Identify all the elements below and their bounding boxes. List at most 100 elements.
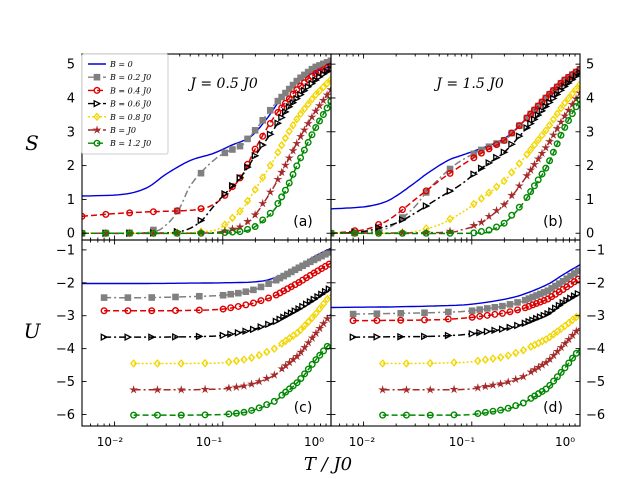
panel-b-marker-6-24 xyxy=(565,116,573,124)
panel-b-marker-6-7 xyxy=(477,228,485,236)
panel-c-marker-3-0 xyxy=(100,333,109,341)
panel-d-marker-2-12 xyxy=(521,304,529,312)
panel-a-ytick-label-3: 3 xyxy=(67,125,75,140)
panel-c-marker-1-1 xyxy=(124,294,132,301)
panel-a-marker-6-12 xyxy=(266,209,274,217)
panel-a-marker-6-6 xyxy=(221,229,229,237)
panel-b-marker-5-19 xyxy=(545,136,555,146)
panel-b-marker-4-24 xyxy=(564,94,573,103)
panel-a-marker-4-12 xyxy=(266,161,274,170)
panel-c-marker-4-4 xyxy=(225,357,233,367)
panel-c-marker-3-19 xyxy=(299,302,307,311)
panel-c-series xyxy=(82,247,331,419)
panel-b-marker-2-18 xyxy=(542,94,550,102)
panel-a-marker-3-21 xyxy=(304,82,313,91)
panel-d-marker-5-21 xyxy=(564,334,574,344)
panel-b-marker-3-17 xyxy=(538,106,547,115)
panel-b-marker-4-18 xyxy=(542,126,550,135)
panel-a-marker-6-10 xyxy=(251,223,259,231)
panel-c-ytick-label-3: −4 xyxy=(56,342,75,357)
panel-d-marker-1-3 xyxy=(421,309,428,317)
panel-a-marker-4-19 xyxy=(296,109,305,119)
panel-c-marker-4-0 xyxy=(129,359,138,368)
panel-c-marker-5-18 xyxy=(304,338,313,347)
panel-b-marker-3-20 xyxy=(549,94,558,103)
xtick-label-3: 10⁻² xyxy=(349,435,376,449)
panel-d-marker-2-26 xyxy=(574,275,580,283)
panel-b-ytick-label-3: 3 xyxy=(586,125,594,140)
panel-d-ytick-label-1: −2 xyxy=(586,276,605,291)
panel-b-marker-2-14 xyxy=(527,110,535,118)
panel-d-marker-3-6 xyxy=(476,328,484,337)
panel-b-marker-3-18 xyxy=(542,102,551,111)
panel-c-marker-5-10 xyxy=(269,370,279,379)
panel-d-series xyxy=(331,264,580,419)
panel-b-marker-3-12 xyxy=(515,132,524,141)
panel-c-marker-4-10 xyxy=(270,344,278,353)
panel-d-marker-6-19 xyxy=(557,368,565,376)
panel-d-marker-3-0 xyxy=(349,333,358,341)
panel-c-marker-3-17 xyxy=(291,307,300,315)
panel-b-marker-6-21 xyxy=(553,140,561,148)
panel-a-marker-2-3 xyxy=(149,208,157,216)
panel-c-marker-2-8 xyxy=(242,301,250,309)
panel-c-marker-2-7 xyxy=(234,302,242,310)
panel-a-marker-6-2 xyxy=(126,229,134,237)
panel-d-marker-5-23 xyxy=(571,326,580,335)
panel-c-marker-5-15 xyxy=(292,351,302,361)
panel-c-line-1 xyxy=(104,250,331,299)
panel-c-marker-3-20 xyxy=(302,300,311,308)
panel-d-marker-6-2 xyxy=(426,411,434,419)
panel-c-marker-2-2 xyxy=(148,307,156,315)
panel-a-marker-3-8 xyxy=(236,173,245,182)
panel-d-marker-4-7 xyxy=(496,353,505,362)
panel-c-marker-5-17 xyxy=(300,342,310,352)
legend-marker-4 xyxy=(93,112,101,122)
panel-b-marker-4-9 xyxy=(492,182,501,192)
panel-d-marker-5-16 xyxy=(545,354,555,364)
panel-a-marker-2-16 xyxy=(285,95,293,103)
panel-c-marker-3-3 xyxy=(172,333,180,341)
panel-a-marker-6-16 xyxy=(285,179,293,187)
panel-b-marker-6-19 xyxy=(546,157,554,165)
panel-c-marker-6-17 xyxy=(301,370,309,378)
panel-d-marker-3-24 xyxy=(567,294,575,303)
panel-b-marker-2-12 xyxy=(515,122,523,130)
panel-c-marker-3-26 xyxy=(325,285,331,293)
legend-label-0: B = 0 xyxy=(109,60,133,69)
panel-c-ytick-label-0: −1 xyxy=(56,243,75,258)
panel-c-marker-2-11 xyxy=(265,294,273,302)
panel-b-marker-5-13 xyxy=(522,171,532,180)
panel-c-line-5 xyxy=(133,313,331,391)
panel-b-marker-2-17 xyxy=(538,98,546,106)
panel-a-marker-5-15 xyxy=(280,160,290,169)
panel-c-marker-1-11 xyxy=(265,280,272,287)
panel-c-marker-5-7 xyxy=(247,379,257,388)
panel-d-ytick-label-3: −4 xyxy=(586,342,605,357)
panel-d-marker-6-16 xyxy=(546,381,554,389)
panel-d-marker-6-20 xyxy=(561,364,569,372)
panel-b-ytick-label-5: 5 xyxy=(586,58,594,73)
panel-a-marker-2-17 xyxy=(289,90,297,98)
panel-d-marker-6-17 xyxy=(550,377,558,385)
panel-a-marker-3-22 xyxy=(308,79,317,88)
panel-c-marker-6-3 xyxy=(201,411,209,419)
panel-c-marker-3-5 xyxy=(219,331,228,340)
panel-a-marker-6-4 xyxy=(173,229,181,237)
panel-c-marker-6-7 xyxy=(248,406,256,414)
panel-a-marker-3-14 xyxy=(278,113,286,122)
panel-c-marker-1-0 xyxy=(100,294,108,301)
panel-c-marker-3-16 xyxy=(287,309,296,317)
panel-c-marker-4-23 xyxy=(323,294,331,304)
panel-b-marker-6-10 xyxy=(500,219,508,227)
panel-a-marker-1-14 xyxy=(278,93,285,101)
panel-a-marker-6-14 xyxy=(278,193,286,201)
panel-b-marker-3-13 xyxy=(523,124,532,132)
panel-d-marker-5-8 xyxy=(503,377,513,386)
panel-a-marker-6-3 xyxy=(149,229,157,237)
panel-d-line-4 xyxy=(382,313,580,365)
panel-d-marker-4-6 xyxy=(489,354,497,363)
panel-a-marker-6-19 xyxy=(297,154,305,162)
panel-a-marker-6-5 xyxy=(197,229,205,237)
panel-b-marker-3-8 xyxy=(485,159,494,167)
